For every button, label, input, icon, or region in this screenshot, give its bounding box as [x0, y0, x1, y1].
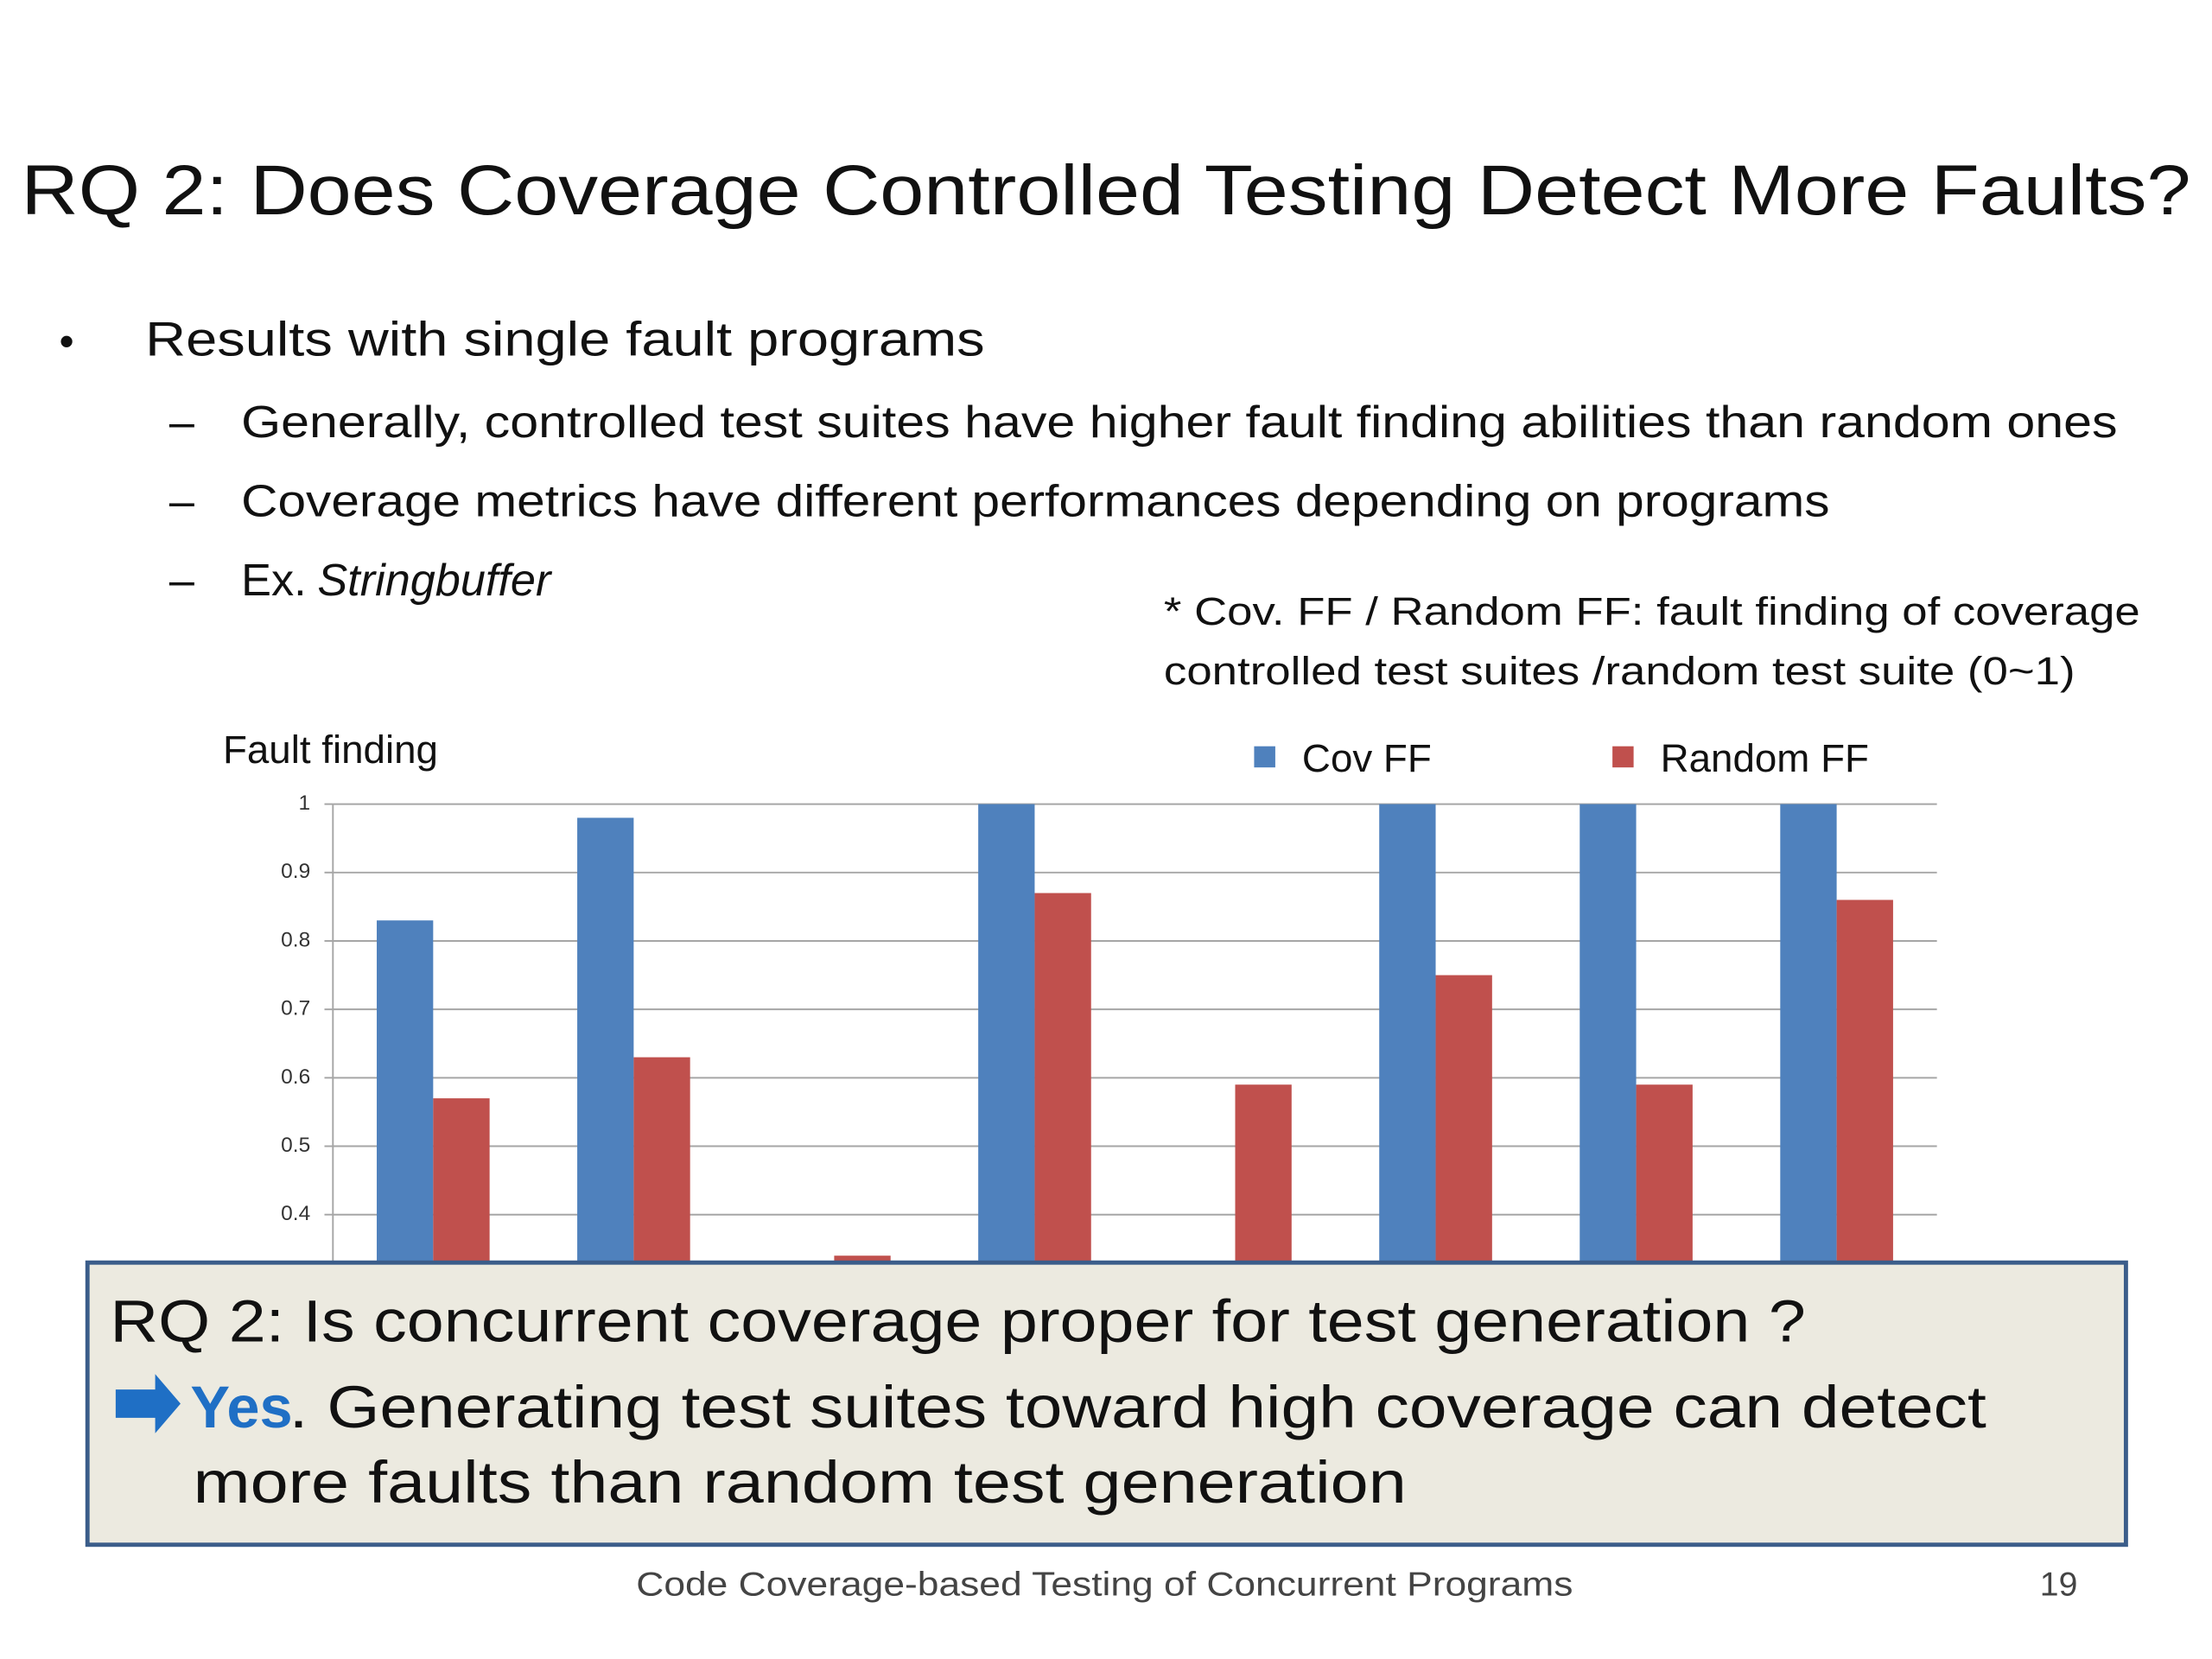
- bullet-marker: •: [60, 318, 74, 365]
- note: controlled test suites /random test suit…: [1164, 649, 2075, 693]
- note: * Cov. FF / Random FF: fault finding of …: [1164, 589, 2140, 633]
- legend-swatch: [1254, 746, 1275, 768]
- example-program: Stringbuffer: [317, 556, 553, 606]
- y-tick-label: 0.5: [281, 1134, 310, 1157]
- callout-text: more faults than random test generation: [194, 1449, 1407, 1516]
- legend-label: Random FF: [1661, 736, 1869, 780]
- dash: –: [169, 477, 195, 527]
- y-tick-label: 0.4: [281, 1202, 310, 1225]
- slide-title: RQ 2: Does Coverage Controlled Testing D…: [21, 151, 2190, 230]
- footer: Code Coverage-based Testing of Concurren…: [636, 1567, 1573, 1604]
- dash: –: [169, 397, 195, 448]
- legend-label: Cov FF: [1302, 736, 1432, 780]
- y-tick-label: 0.8: [281, 928, 310, 951]
- sub-bullet: Coverage metrics have different performa…: [241, 477, 1829, 527]
- y-tick-label: 0.9: [281, 860, 310, 883]
- example-label: Ex.: [241, 556, 306, 606]
- legend-swatch: [1612, 746, 1634, 768]
- callout-question: RQ 2: Is concurrent coverage proper for …: [110, 1288, 1805, 1355]
- y-tick-label: 0.7: [281, 997, 310, 1020]
- callout-box: [85, 1260, 2128, 1548]
- page-number: 19: [2040, 1567, 2078, 1604]
- arrow-icon: [115, 1374, 181, 1433]
- callout-text: . Generating test suites toward high cov…: [289, 1374, 1986, 1440]
- y-tick-label: 0.6: [281, 1065, 310, 1089]
- callout-answer: Yes: [190, 1374, 292, 1440]
- dash: –: [169, 556, 195, 606]
- bullet: Results with single fault programs: [145, 312, 984, 365]
- y-tick-label: 1: [299, 791, 311, 815]
- sub-bullet: Generally, controlled test suites have h…: [241, 397, 2117, 448]
- callout: RQ 2: Is concurrent coverage proper for …: [85, 1260, 2128, 1548]
- y-axis-label: Fault finding: [223, 728, 438, 772]
